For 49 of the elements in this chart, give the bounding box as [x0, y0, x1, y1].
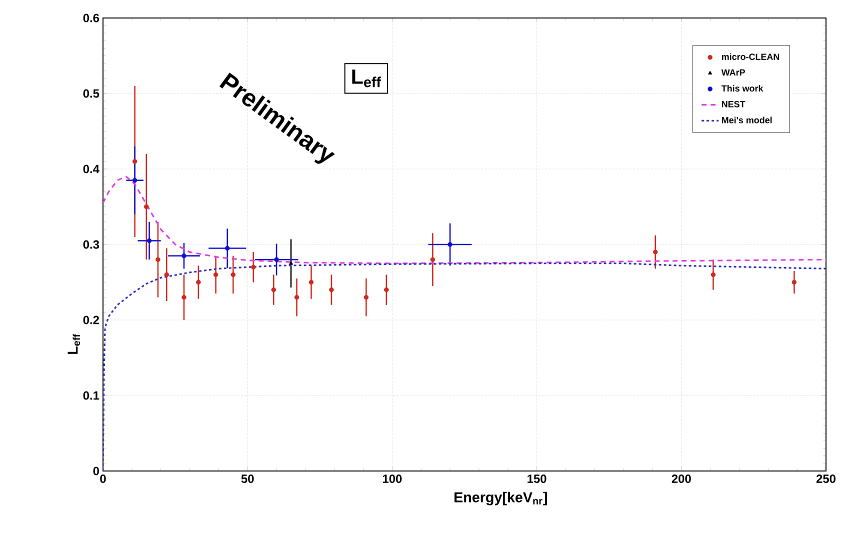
point — [164, 272, 170, 278]
point — [430, 257, 436, 262]
annotation: L$_{eff}$ — [352, 70, 382, 88]
legend-label: WArP — [721, 69, 745, 76]
point — [156, 257, 160, 262]
point — [196, 280, 201, 285]
y-tick-label: 0.6 — [83, 14, 100, 22]
x-tick-label: 0 — [100, 474, 106, 483]
x-tick-label: 50 — [241, 474, 254, 483]
point — [144, 204, 149, 210]
point — [710, 272, 716, 278]
legend-label: This work — [721, 84, 764, 92]
point — [182, 253, 186, 258]
y-tick-label: 0.1 — [83, 391, 100, 400]
x-tick-label: 200 — [672, 474, 691, 483]
legend-label: NEST — [722, 100, 746, 108]
y-tick-label: 0.4 — [83, 164, 100, 174]
x-tick-label: 250 — [816, 474, 836, 483]
y-tick-label: 0.5 — [83, 89, 100, 98]
point — [288, 260, 294, 265]
point — [308, 280, 314, 285]
line-series — [103, 262, 826, 471]
legend-label: micro-CLEAN — [722, 53, 780, 60]
point — [271, 287, 276, 292]
point — [224, 246, 230, 251]
point — [146, 238, 152, 244]
line-series — [103, 176, 826, 264]
point — [230, 272, 236, 278]
point — [329, 287, 334, 292]
y-axis-title: L$_{eff}$ — [68, 334, 80, 354]
y-tick-label: 0.2 — [83, 316, 100, 324]
x-tick-label: 100 — [382, 474, 402, 483]
point — [652, 250, 658, 254]
point — [213, 272, 218, 278]
point — [384, 287, 389, 292]
point — [294, 294, 300, 300]
x-tick-label: 150 — [528, 474, 546, 483]
point — [448, 242, 452, 247]
point — [274, 257, 279, 262]
y-tick-label: 0 — [93, 466, 99, 476]
point — [132, 178, 138, 183]
point — [132, 159, 138, 164]
y-tick-label: 0.3 — [83, 240, 100, 249]
legend-label: Mei's model — [722, 116, 772, 124]
point — [364, 294, 369, 300]
x-axis-title: Energy[keV$_{nr}$] — [454, 492, 547, 506]
point — [792, 280, 797, 285]
point — [182, 294, 186, 300]
point — [250, 264, 256, 270]
